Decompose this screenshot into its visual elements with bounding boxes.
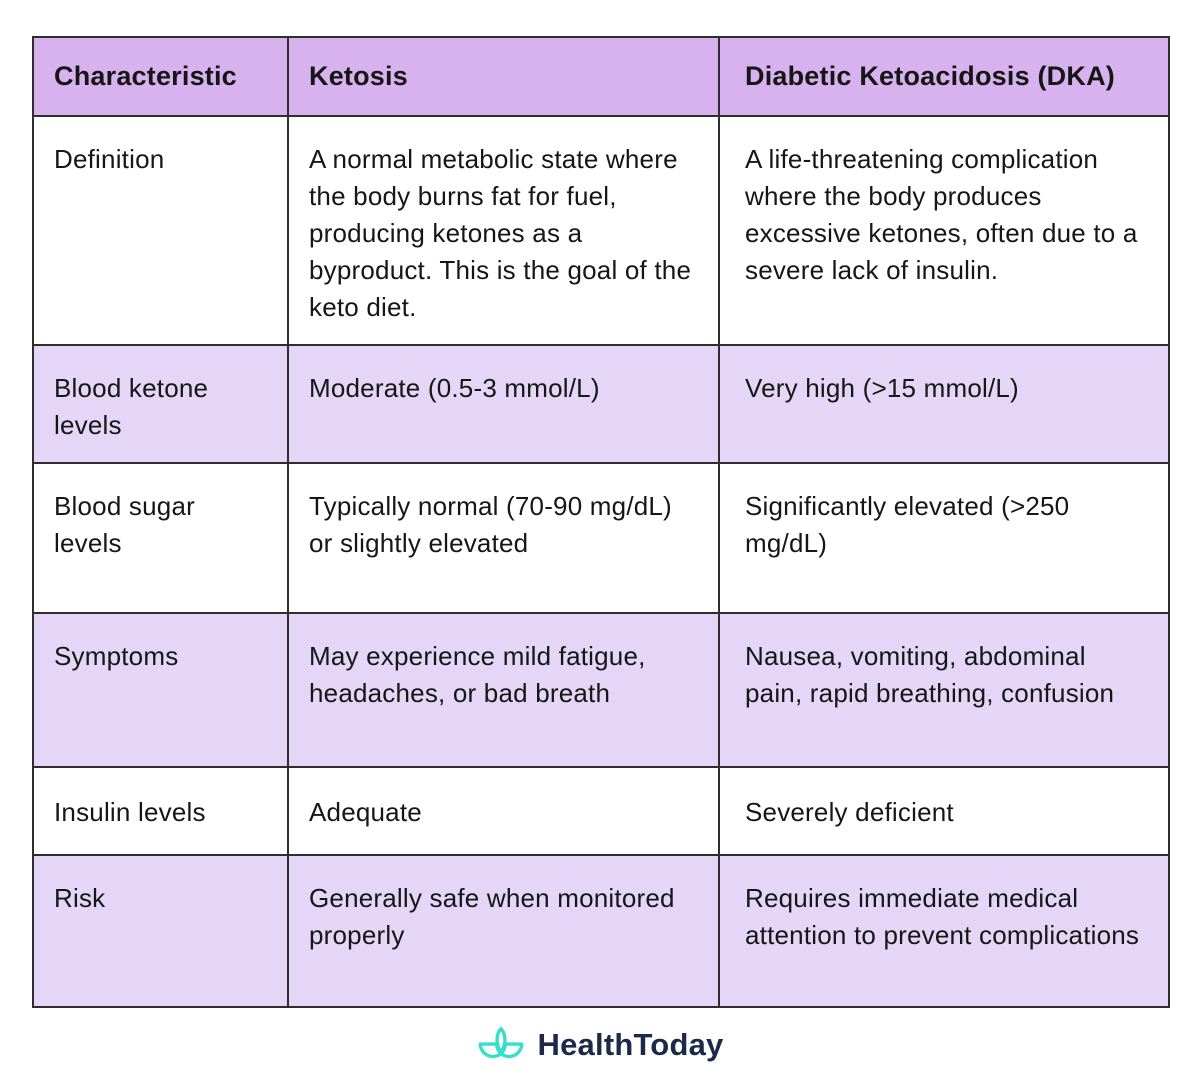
table-row: Definition A normal metabolic state wher… [32,115,1170,346]
table-header-row: Characteristic Ketosis Diabetic Ketoacid… [32,36,1170,117]
cell-insulin-ketosis: Adequate [287,766,720,856]
lotus-icon [478,1027,523,1059]
table-row: Insulin levels Adequate Severely deficie… [32,766,1170,856]
comparison-table: Characteristic Ketosis Diabetic Ketoacid… [32,36,1170,1008]
table-row: Symptoms May experience mild fatigue, he… [32,612,1170,768]
cell-insulin-dka: Severely deficient [718,766,1170,856]
cell-symptoms-dka: Nausea, vomiting, abdominal pain, rapid … [718,612,1170,768]
cell-sugar-dka: Significantly elevated (>250 mg/dL) [718,462,1170,614]
row-label-insulin-levels: Insulin levels [32,766,289,856]
row-label-blood-sugar-levels: Blood sugar levels [32,462,289,614]
cell-sugar-ketosis: Typically normal (70-90 mg/dL) or slight… [287,462,720,614]
cell-ketone-ketosis: Moderate (0.5-3 mmol/L) [287,344,720,464]
brand-name: HealthToday [537,1027,724,1062]
column-header-ketosis: Ketosis [287,36,720,117]
footer-brand: HealthToday [0,1016,1200,1074]
cell-definition-dka: A life-threatening complication where th… [718,115,1170,346]
cell-ketone-dka: Very high (>15 mmol/L) [718,344,1170,464]
table-row: Blood sugar levels Typically normal (70-… [32,462,1170,614]
cell-risk-dka: Requires immediate medical attention to … [718,854,1170,1008]
cell-definition-ketosis: A normal metabolic state where the body … [287,115,720,346]
column-header-characteristic: Characteristic [32,36,289,117]
table-row: Blood ketone levels Moderate (0.5-3 mmol… [32,344,1170,464]
row-label-symptoms: Symptoms [32,612,289,768]
cell-symptoms-ketosis: May experience mild fatigue, headaches, … [287,612,720,768]
table-row: Risk Generally safe when monitored prope… [32,854,1170,1008]
row-label-definition: Definition [32,115,289,346]
row-label-blood-ketone-levels: Blood ketone levels [32,344,289,464]
column-header-dka: Diabetic Ketoacidosis (DKA) [718,36,1170,117]
cell-risk-ketosis: Generally safe when monitored properly [287,854,720,1008]
row-label-risk: Risk [32,854,289,1008]
